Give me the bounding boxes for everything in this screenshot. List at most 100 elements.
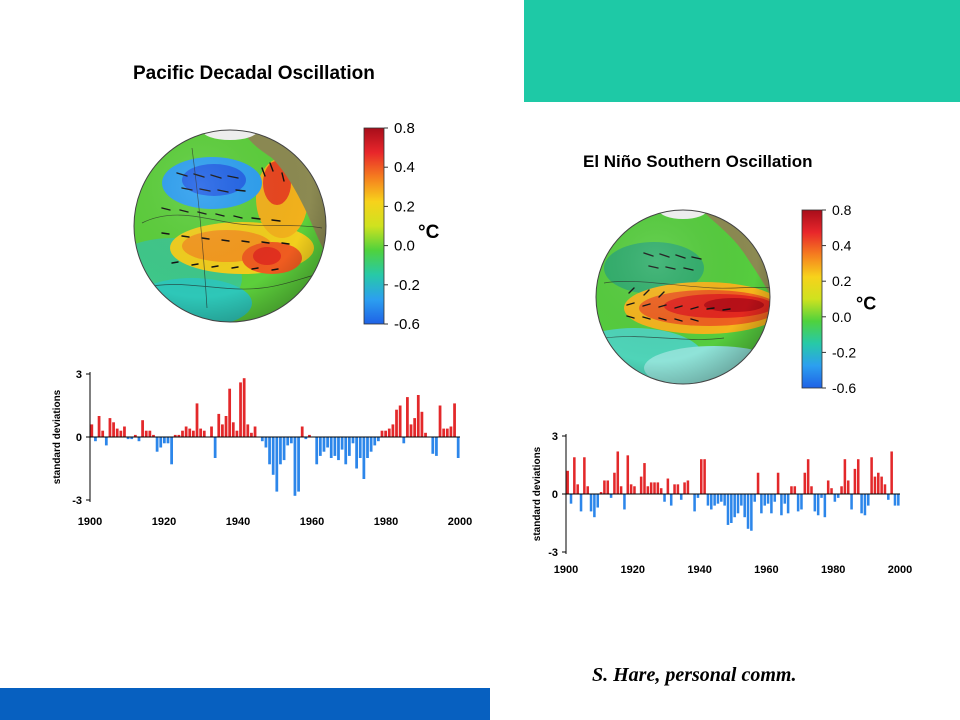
index-bar <box>867 494 870 506</box>
index-bar <box>416 395 420 437</box>
index-bar <box>766 494 770 504</box>
index-bar <box>94 437 97 442</box>
colorbar-tick-label: 0.8 <box>832 204 852 218</box>
index-bar <box>177 434 181 437</box>
index-bar <box>776 472 780 494</box>
colorbar-tick-label: 0.0 <box>394 238 415 255</box>
index-bar <box>329 437 333 458</box>
y-tick-label: 0 <box>552 489 558 501</box>
index-bar <box>703 459 706 494</box>
index-bar <box>800 494 803 510</box>
index-bar <box>192 430 195 437</box>
index-bar <box>860 494 863 514</box>
colorbar-tick-label: 0.8 <box>394 120 415 137</box>
colorbar-tick-label: -0.6 <box>394 316 420 333</box>
index-bar <box>683 482 686 494</box>
index-bar <box>166 437 170 444</box>
index-bar <box>693 494 696 512</box>
index-bar <box>235 430 239 437</box>
index-bar <box>629 484 633 494</box>
index-bar <box>377 437 380 442</box>
index-bar <box>619 486 623 494</box>
index-bar <box>253 426 257 437</box>
index-bar <box>391 424 395 437</box>
index-bar <box>406 397 409 437</box>
index-bar <box>793 486 797 494</box>
index-bar <box>130 437 134 440</box>
index-bar <box>282 437 286 461</box>
pdo-title: Pacific Decadal Oscillation <box>133 63 375 84</box>
index-bar <box>340 437 344 450</box>
index-bar <box>760 494 763 514</box>
index-bar <box>286 437 290 446</box>
index-bar <box>424 432 427 437</box>
index-bar <box>873 476 877 494</box>
index-bar <box>723 494 726 506</box>
colorbar-tick-label: 0.4 <box>832 238 852 254</box>
index-bar <box>783 494 787 504</box>
index-bar <box>112 422 115 437</box>
index-bar <box>830 488 833 494</box>
index-bar <box>239 382 242 437</box>
index-bar <box>599 492 603 494</box>
index-bar <box>90 424 94 437</box>
index-bar <box>188 428 192 437</box>
index-bar <box>736 494 740 514</box>
colorbar-tick-label: -0.2 <box>394 277 420 294</box>
index-bar <box>242 378 246 437</box>
index-bar <box>326 437 329 448</box>
colorbar-tick-label: 0.2 <box>832 273 852 289</box>
index-bar <box>790 486 793 494</box>
index-bar <box>264 437 268 448</box>
index-bar <box>366 437 369 458</box>
index-bar <box>181 430 184 437</box>
x-tick-label: 1980 <box>374 516 398 528</box>
enso-sst-globe-map <box>595 209 771 385</box>
index-bar <box>202 430 206 437</box>
colorbar-unit-label: °C <box>418 222 440 243</box>
index-bar <box>569 494 573 504</box>
index-bar <box>573 457 576 494</box>
index-bar <box>786 494 790 514</box>
index-bar <box>646 486 650 494</box>
index-bar <box>740 494 743 506</box>
index-bar <box>351 437 355 444</box>
index-bar <box>836 494 840 498</box>
index-bar <box>221 424 224 437</box>
index-bar <box>213 437 217 458</box>
colorbar-unit-label: °C <box>856 294 876 314</box>
x-tick-label: 1940 <box>687 564 711 576</box>
index-bar <box>369 437 373 452</box>
index-bar <box>803 472 807 494</box>
y-axis-label: standard deviations <box>52 389 63 484</box>
index-bar <box>199 428 203 437</box>
index-bar <box>806 459 810 494</box>
index-bar <box>141 420 144 437</box>
index-bar <box>384 430 388 437</box>
index-bar <box>402 437 406 444</box>
index-bar <box>104 437 108 446</box>
index-bar <box>126 437 130 440</box>
x-tick-label: 2000 <box>888 564 912 576</box>
index-bar <box>669 494 673 506</box>
index-bar <box>820 494 823 498</box>
index-bar <box>643 463 646 494</box>
index-bar <box>162 437 166 444</box>
y-tick-label: 3 <box>552 431 558 443</box>
index-bar <box>700 459 703 494</box>
colorbar-tick-label: 0.2 <box>394 198 415 215</box>
index-bar <box>726 494 730 525</box>
index-bar <box>890 451 893 494</box>
index-bar <box>733 494 736 518</box>
index-bar <box>358 437 362 458</box>
index-bar <box>730 494 733 523</box>
index-bar <box>304 437 308 440</box>
index-bar <box>649 482 653 494</box>
index-bar <box>387 428 391 437</box>
index-bar <box>603 480 606 494</box>
x-tick-label: 1940 <box>226 516 250 528</box>
pdo-index-bar-chart: 3 0 -3 1900 1920 1940 1960 1980 2000 standard dev… <box>52 369 472 528</box>
accent-bar-bottom <box>0 688 490 720</box>
index-bar <box>101 430 105 437</box>
x-tick-label: 1920 <box>152 516 176 528</box>
